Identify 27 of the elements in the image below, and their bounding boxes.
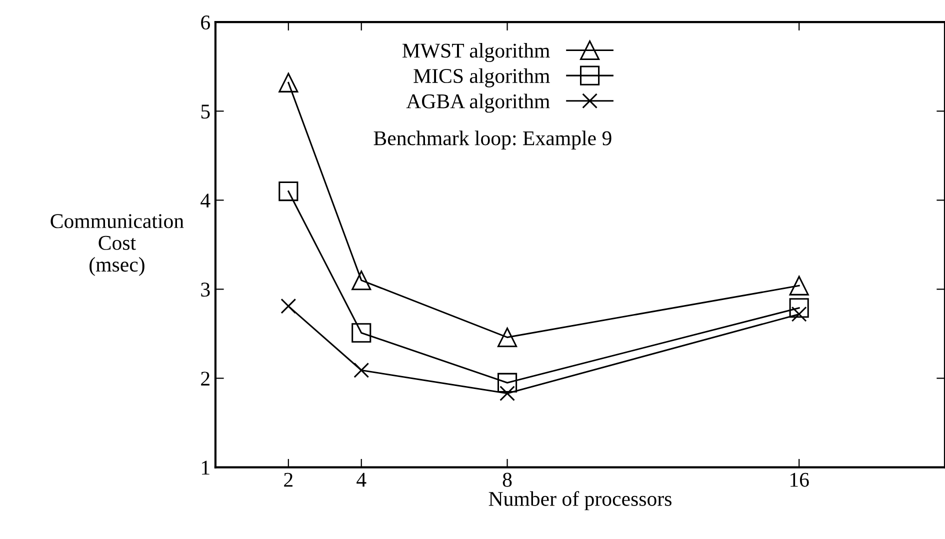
legend-label: MICS algorithm (414, 68, 550, 88)
x-tick-label: 4 (356, 472, 366, 487)
point (497, 372, 518, 393)
point (278, 181, 298, 202)
point (280, 298, 296, 314)
y-tick-label: 5 (201, 104, 210, 119)
point (352, 270, 372, 290)
annotation: Benchmark loop: Example 9 (374, 130, 612, 150)
point (789, 298, 809, 318)
y-tick-label: 1 (202, 460, 210, 475)
y-axis-title: Communication Cost (msec) (50, 214, 184, 276)
x-tick-label: 2 (284, 472, 292, 487)
point (497, 328, 518, 348)
legend-label: AGBA algorithm (406, 94, 550, 113)
point (500, 386, 515, 402)
x-tick-label: 16 (790, 472, 809, 487)
x-tick-label: 8 (502, 472, 512, 487)
y-tick-label: 3 (201, 282, 210, 297)
point (278, 72, 298, 92)
y-tick-label: 4 (200, 194, 210, 208)
legend-label: MWST algorithm (402, 43, 550, 62)
x-axis-title: Number of processors (488, 491, 672, 510)
point (789, 276, 809, 296)
y-tick-label: 2 (201, 372, 210, 386)
y-tick-label: 6 (201, 16, 210, 30)
point (352, 323, 372, 343)
point (354, 362, 370, 378)
